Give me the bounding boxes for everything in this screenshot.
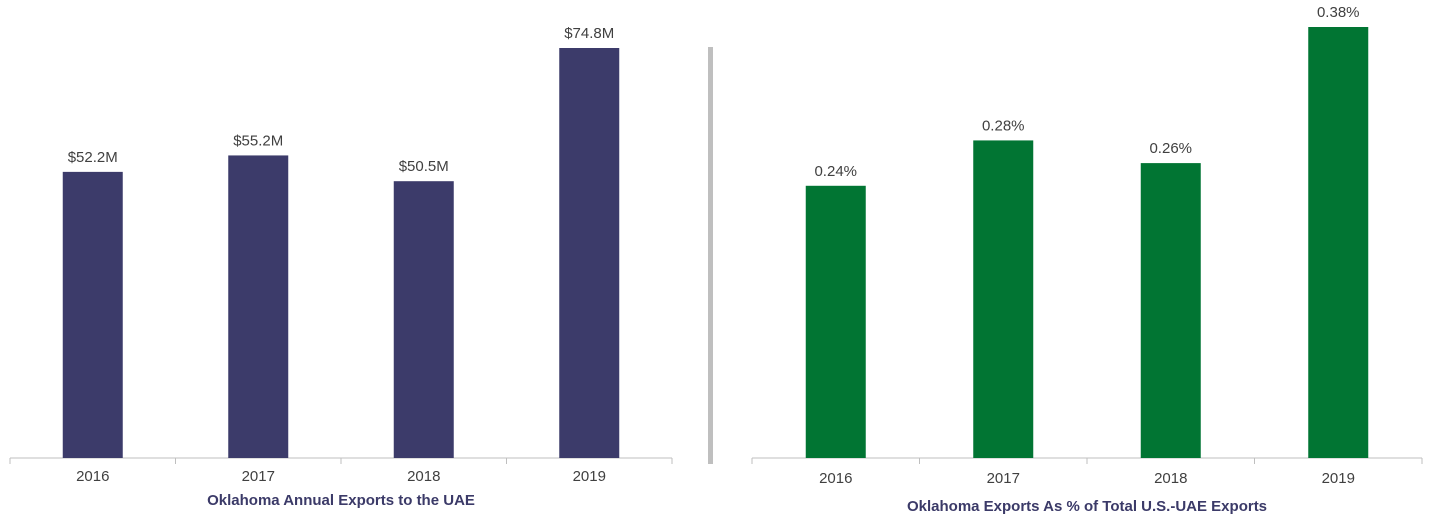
x-tick-label: 2018 <box>407 468 440 485</box>
data-label: 0.26% <box>1149 140 1192 157</box>
bar <box>805 185 866 458</box>
bar <box>973 140 1034 458</box>
x-tick-label: 2016 <box>819 470 852 487</box>
data-label: $50.5M <box>399 158 449 175</box>
bar <box>393 181 454 458</box>
data-label: $74.8M <box>564 25 614 42</box>
x-tick-label: 2018 <box>1154 470 1187 487</box>
bar <box>228 155 289 458</box>
x-tick-label: 2017 <box>987 470 1020 487</box>
bar <box>1140 163 1201 458</box>
x-tick-label: 2019 <box>573 468 606 485</box>
data-label: 0.24% <box>814 163 857 180</box>
bar <box>1308 27 1369 458</box>
data-label: 0.38% <box>1317 4 1360 21</box>
x-tick-label: 2016 <box>76 468 109 485</box>
data-label: $52.2M <box>68 149 118 166</box>
bar <box>559 48 620 458</box>
data-label: 0.28% <box>982 117 1025 134</box>
divider <box>708 47 713 464</box>
chart-title: Oklahoma Exports As % of Total U.S.-UAE … <box>907 498 1267 515</box>
x-tick-label: 2017 <box>242 468 275 485</box>
bar <box>62 171 123 458</box>
x-tick-label: 2019 <box>1322 470 1355 487</box>
data-label: $55.2M <box>233 132 283 149</box>
chart-title: Oklahoma Annual Exports to the UAE <box>207 492 475 509</box>
